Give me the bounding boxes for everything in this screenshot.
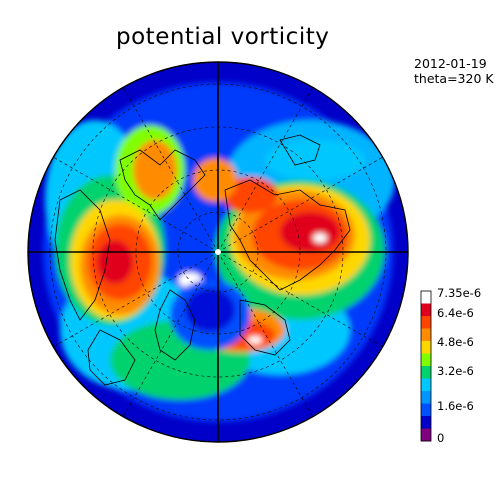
pv-darkred-east [280, 212, 340, 252]
meridian-210 [122, 251, 219, 418]
colorbar-swatch [421, 391, 431, 404]
meridian-120 [217, 251, 384, 348]
colorbar [420, 290, 432, 442]
coastline-greenland [119, 149, 206, 221]
pv-field [28, 62, 408, 442]
meridian-30 [217, 86, 314, 253]
coastline-eurasia [224, 179, 351, 291]
colorbar-label-4-8: 4.8e-6 [437, 335, 474, 349]
colorbar-swatch [421, 353, 431, 367]
colorbar-label-6-4: 6.4e-6 [437, 306, 474, 320]
colorbar-frame [420, 290, 432, 442]
colorbar-swatch [421, 378, 431, 392]
colorbar-label-zero: 0 [437, 431, 445, 445]
pv-low-core [185, 288, 235, 332]
colorbar-swatch [421, 416, 431, 429]
meridian-300 [52, 156, 219, 253]
colorbar-swatch [421, 303, 431, 317]
meridian-150 [217, 251, 314, 418]
meridian-240 [52, 251, 219, 348]
north-pole-marker [215, 249, 221, 255]
coastline-north-america [54, 189, 111, 321]
pv-peak-east [313, 233, 327, 243]
colorbar-swatch [421, 428, 431, 442]
colorbar-label-3-2: 3.2e-6 [437, 364, 474, 378]
coastlines [54, 134, 351, 386]
colorbar-swatch [421, 328, 431, 342]
pv-orange-north [133, 140, 177, 200]
meridian-60 [217, 156, 384, 253]
coastline-east-asia [239, 299, 291, 356]
colorbar-swatch [421, 403, 431, 417]
pv-orange-north-center [193, 158, 237, 202]
coastline-alaska [154, 289, 196, 361]
colorbar-label-max: 7.35e-6 [437, 286, 482, 300]
colorbar-swatch [421, 366, 431, 379]
colorbar-label-1-6: 1.6e-6 [437, 399, 474, 413]
coastline-europe-north [279, 134, 321, 166]
plot-title: potential vorticity [116, 24, 330, 50]
colorbar-swatch [421, 291, 431, 304]
pv-peak-south [248, 336, 262, 344]
colorbar-swatch [421, 316, 431, 329]
meridian-330 [122, 86, 219, 253]
map-boundary [27, 61, 409, 443]
pv-darkred-west [97, 240, 133, 284]
coastline-pacific-islands [87, 329, 136, 386]
theta-level-label: theta=320 K [414, 71, 494, 86]
date-label: 2012-01-19 [414, 56, 487, 71]
colorbar-swatch [421, 341, 431, 354]
